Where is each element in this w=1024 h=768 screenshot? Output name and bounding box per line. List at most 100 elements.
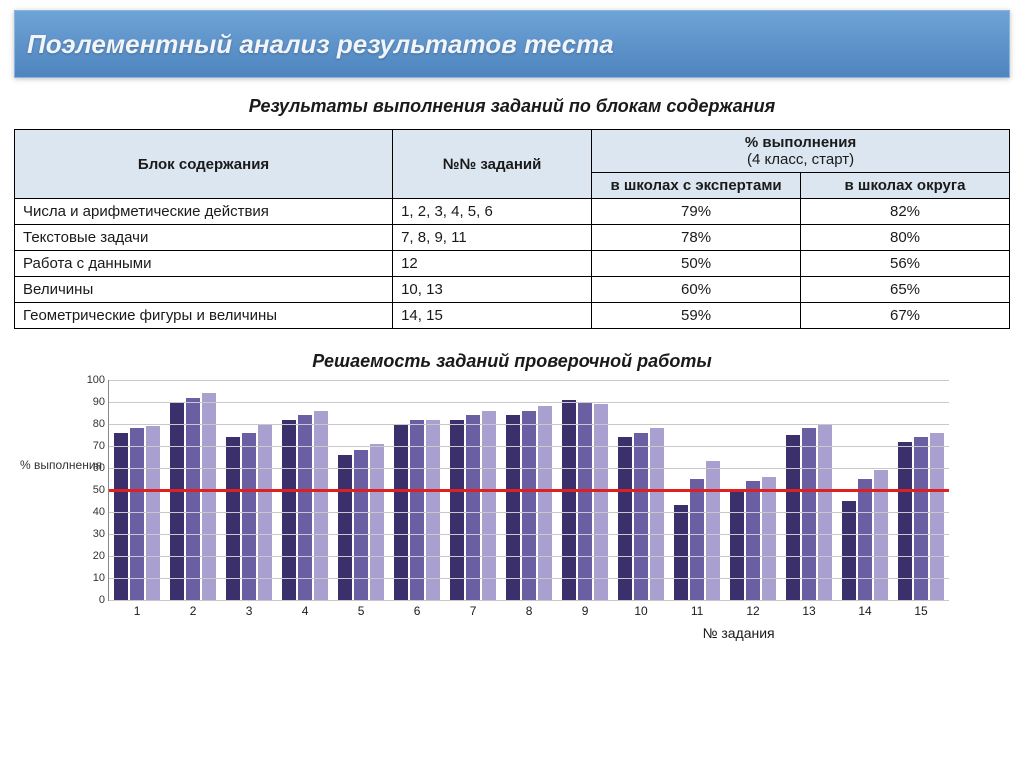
gridline <box>109 424 949 425</box>
chart-area: % выполнения 0102030405060708090100 1234… <box>20 380 1024 641</box>
y-tick-label: 0 <box>75 594 105 606</box>
x-tick-label: 10 <box>634 600 647 618</box>
th-district: в школах округа <box>801 173 1010 199</box>
table-cell: 7, 8, 9, 11 <box>393 225 592 251</box>
table-cell: 10, 13 <box>393 277 592 303</box>
chart-title: Решаемость заданий проверочной работы <box>0 351 1024 372</box>
results-table: Блок содержания №№ заданий % выполнения … <box>14 129 1010 329</box>
bar <box>674 505 688 600</box>
gridline <box>109 468 949 469</box>
bar <box>482 411 496 600</box>
table-cell: 50% <box>592 251 801 277</box>
table-cell: Текстовые задачи <box>15 225 393 251</box>
table-cell: 60% <box>592 277 801 303</box>
x-tick-label: 11 <box>691 600 703 618</box>
chart-box: 0102030405060708090100 12345678910111213… <box>108 380 949 641</box>
bar <box>914 437 928 600</box>
table-row: Числа и арифметические действия1, 2, 3, … <box>15 199 1010 225</box>
x-tick-label: 1 <box>134 600 141 618</box>
th-experts: в школах с экспертами <box>592 173 801 199</box>
bar <box>242 433 256 600</box>
table-cell: 82% <box>801 199 1010 225</box>
x-tick-label: 15 <box>914 600 927 618</box>
y-ticks: 0102030405060708090100 <box>75 380 105 600</box>
x-tick-label: 13 <box>802 600 815 618</box>
table-cell: 80% <box>801 225 1010 251</box>
table-heading: Результаты выполнения заданий по блокам … <box>0 96 1024 117</box>
page-title: Поэлементный анализ результатов теста <box>27 29 614 60</box>
th-block: Блок содержания <box>15 130 393 199</box>
bar <box>114 433 128 600</box>
x-tick-label: 12 <box>746 600 759 618</box>
table-cell: 65% <box>801 277 1010 303</box>
bar <box>594 404 608 600</box>
table-cell: Работа с данными <box>15 251 393 277</box>
x-tick-label: 14 <box>858 600 871 618</box>
bar <box>466 415 480 600</box>
bar <box>186 398 200 600</box>
gridline <box>109 402 949 403</box>
x-tick-label: 2 <box>190 600 197 618</box>
x-tick-label: 7 <box>470 600 477 618</box>
gridline <box>109 512 949 513</box>
bar <box>650 428 664 600</box>
bar <box>802 428 816 600</box>
y-tick-label: 40 <box>75 506 105 518</box>
gridline <box>109 534 949 535</box>
bar <box>298 415 312 600</box>
table-cell: 14, 15 <box>393 303 592 329</box>
gridline <box>109 446 949 447</box>
y-tick-label: 50 <box>75 484 105 496</box>
bar <box>706 461 720 600</box>
gridline <box>109 600 949 601</box>
table-cell: 12 <box>393 251 592 277</box>
bar <box>522 411 536 600</box>
bar <box>842 501 856 600</box>
table-cell: 56% <box>801 251 1010 277</box>
x-tick-label: 8 <box>526 600 533 618</box>
table-row: Работа с данными1250%56% <box>15 251 1010 277</box>
table-cell: 79% <box>592 199 801 225</box>
table-row: Геометрические фигуры и величины14, 1559… <box>15 303 1010 329</box>
y-tick-label: 70 <box>75 440 105 452</box>
bar <box>146 426 160 600</box>
y-tick-label: 20 <box>75 550 105 562</box>
gridline <box>109 380 949 381</box>
table-cell: Числа и арифметические действия <box>15 199 393 225</box>
bar <box>930 433 944 600</box>
bar <box>730 490 744 600</box>
gridline <box>109 578 949 579</box>
y-tick-label: 100 <box>75 374 105 386</box>
table-cell: 59% <box>592 303 801 329</box>
bar <box>690 479 704 600</box>
table-row: Величины10, 1360%65% <box>15 277 1010 303</box>
reference-line <box>109 489 949 492</box>
bar <box>578 402 592 600</box>
x-axis-label: № задания <box>108 625 949 641</box>
x-tick-label: 5 <box>358 600 365 618</box>
th-pct: % выполнения (4 класс, старт) <box>592 130 1010 173</box>
table-cell: 78% <box>592 225 801 251</box>
bar <box>226 437 240 600</box>
bar <box>762 477 776 600</box>
bar <box>314 411 328 600</box>
bar <box>898 442 912 600</box>
plot-region: 0102030405060708090100 12345678910111213… <box>108 380 949 601</box>
y-tick-label: 10 <box>75 572 105 584</box>
x-tick-label: 6 <box>414 600 421 618</box>
table-cell: 1, 2, 3, 4, 5, 6 <box>393 199 592 225</box>
table-cell: Геометрические фигуры и величины <box>15 303 393 329</box>
x-tick-label: 3 <box>246 600 253 618</box>
x-tick-label: 4 <box>302 600 309 618</box>
x-tick-label: 9 <box>582 600 589 618</box>
bar <box>538 406 552 600</box>
bar <box>170 402 184 600</box>
results-table-wrap: Блок содержания №№ заданий % выполнения … <box>14 129 1010 329</box>
y-tick-label: 80 <box>75 418 105 430</box>
gridline <box>109 556 949 557</box>
bar <box>634 433 648 600</box>
y-tick-label: 30 <box>75 528 105 540</box>
bar <box>130 428 144 600</box>
table-cell: Величины <box>15 277 393 303</box>
table-cell: 67% <box>801 303 1010 329</box>
